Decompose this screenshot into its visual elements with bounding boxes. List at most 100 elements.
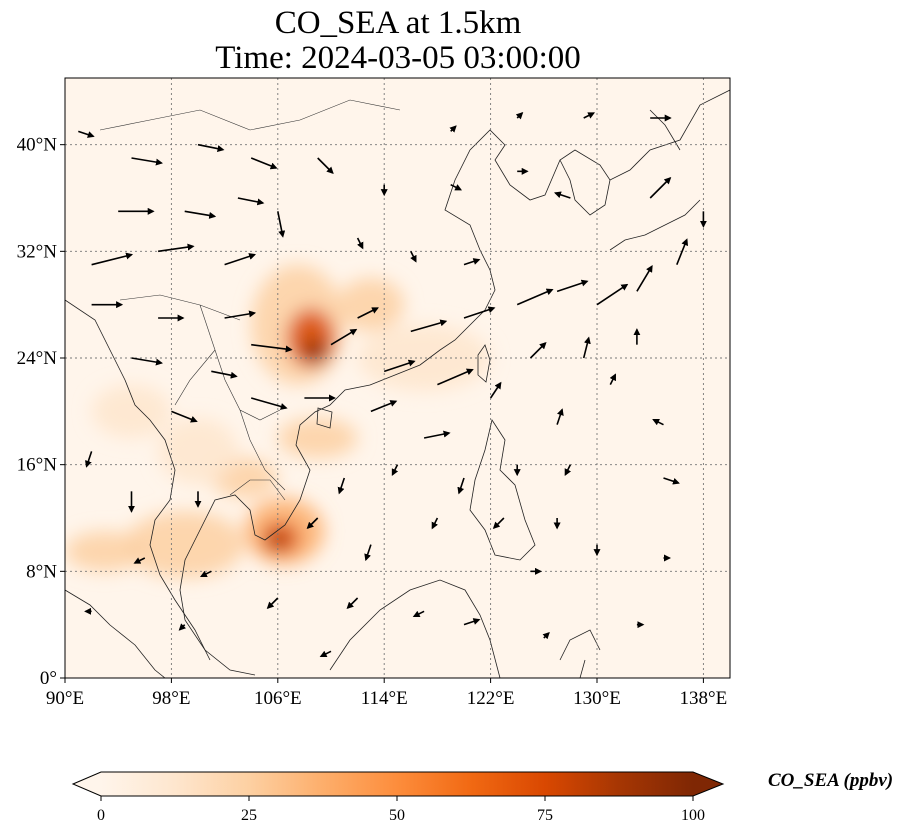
wind-arrow [649,176,672,199]
lat-tick-label: 40°N [17,135,58,156]
lon-tick-label: 106°E [254,688,302,709]
wind-arrow [457,477,465,495]
co-concentration-field [65,264,491,578]
co-plume-3 [337,278,405,332]
wind-arrow [516,288,554,306]
coastline-mainland [179,89,730,676]
wind-arrow [131,157,163,166]
wind-arrow [357,307,379,319]
wind-arrow [463,306,496,319]
wind-arrow [197,143,225,153]
lat-tick-label: 16°N [17,455,58,476]
wind-arrow [250,157,278,170]
wind-arrow [542,631,550,640]
wind-arrow [463,258,481,266]
wind-arrow [450,183,463,191]
coastline-borneo [329,579,501,678]
colorbar-ticks: 0 25 50 75 100 [97,796,705,824]
wind-arrow [133,557,146,564]
wind-arrow [583,112,596,119]
wind-arrow [131,357,163,366]
wind-arrow [356,237,364,250]
coastline-taiwan [477,344,491,383]
wind-arrow [364,544,372,562]
wind-vectors [78,111,707,658]
wind-arrow [582,336,591,359]
co-plume-9 [124,511,245,578]
wind-arrow [237,197,265,206]
wind-arrow [410,250,417,263]
wind-arrow [277,211,286,238]
border-lines [99,99,401,501]
longitude-axis: 90°E 98°E 106°E 114°E 122°E 130°E 138°E [46,678,727,709]
wind-arrow [383,359,416,373]
wind-arrow [410,319,448,333]
wind-arrow [515,111,524,120]
colorbar-tick-label: 25 [241,807,257,824]
colorbar: 0 25 50 75 100 [71,771,725,824]
wind-arrow [489,381,502,399]
wind-arrow [91,252,134,266]
wind-arrow [250,397,288,410]
wind-arrow [609,373,617,386]
coastline-hainan [316,407,333,429]
colorbar-scale [101,772,693,796]
wind-arrow [636,265,653,292]
co-plume-13 [91,384,172,439]
lat-tick-label: 32°N [17,241,58,262]
co-plume-2 [303,339,328,364]
map-frame [64,77,731,679]
wind-arrow [391,464,399,477]
wind-arrow [199,570,212,578]
graticule [65,78,730,678]
wind-arrow [85,451,93,468]
wind-arrow [663,477,680,485]
wind-arrow [492,517,505,530]
coastline-philippines [469,418,536,561]
map-plot-area [64,77,731,679]
lon-tick-label: 138°E [680,688,728,709]
colorbar-tick-label: 50 [389,807,405,824]
wind-arrow [337,477,346,495]
coastline-korea [559,159,611,216]
coastline-sulawesi [559,629,601,678]
colorbar-extend-max [693,772,723,796]
wind-arrow [224,253,257,266]
wind-arrow [346,597,359,610]
co-plume-4 [357,324,491,392]
wind-arrow [317,157,334,175]
colorbar-tick-label: 100 [681,807,705,824]
wind-arrow [78,130,95,138]
coastlines [65,89,730,678]
wind-arrow [449,125,457,133]
wind-arrow [266,597,279,610]
wind-arrow [171,410,198,423]
co-plume-11 [158,418,238,485]
wind-arrow [553,191,571,199]
coastline-japan [609,109,701,251]
wind-arrow [556,279,589,293]
coastline-sumatra [65,589,166,678]
lon-tick-label: 114°E [361,688,408,709]
lat-tick-label: 0° [40,668,57,689]
co-plume-10 [65,531,145,572]
wind-arrow [224,310,257,319]
lon-tick-label: 130°E [573,688,621,709]
map-subtitle-time: Time: 2024-03-05 03:00:00 [215,40,581,76]
lat-tick-label: 24°N [17,348,58,369]
lon-tick-label: 90°E [46,688,84,709]
wind-arrow [306,517,319,530]
wind-arrow [437,368,474,386]
country-borders [99,99,401,501]
wind-arrow [412,610,425,618]
wind-arrow [596,283,629,306]
wind-arrow [157,243,195,253]
wind-arrow [556,408,564,425]
colorbar-title: CO_SEA (ppbv) [768,770,894,791]
colorbar-tick-label: 75 [537,807,553,824]
coastline-west [65,299,211,661]
lon-tick-label: 98°E [152,688,190,709]
lat-tick-label: 8°N [26,561,57,582]
lon-tick-label: 122°E [467,688,515,709]
wind-arrow [529,341,547,359]
